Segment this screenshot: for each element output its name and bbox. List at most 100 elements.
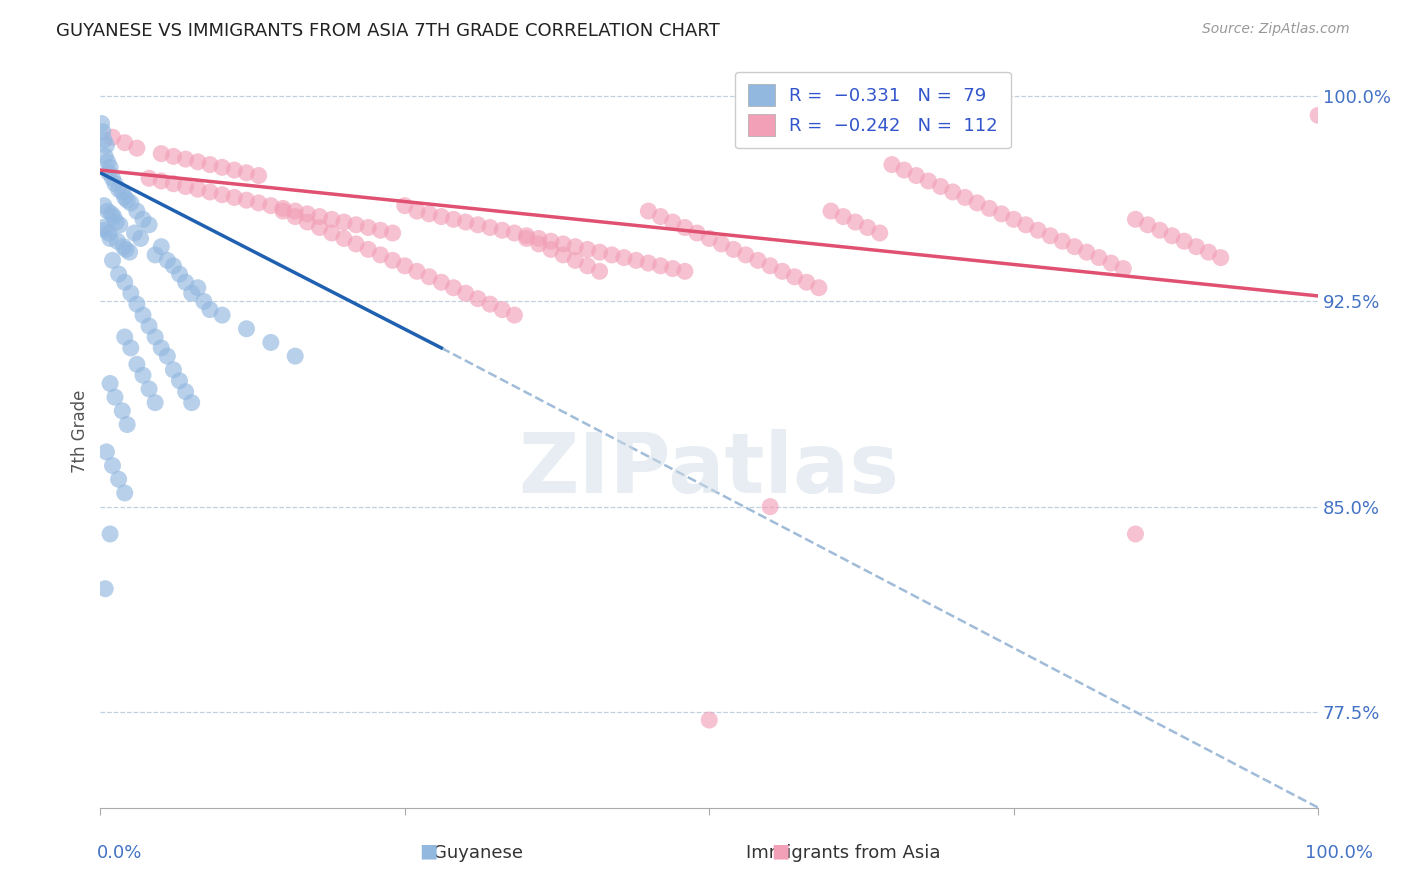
Point bbox=[150, 341, 173, 355]
Point bbox=[138, 218, 160, 232]
Point bbox=[125, 204, 148, 219]
Point bbox=[284, 210, 307, 224]
Point bbox=[91, 125, 114, 139]
Point bbox=[553, 248, 575, 262]
Text: Source: ZipAtlas.com: Source: ZipAtlas.com bbox=[1202, 22, 1350, 37]
Point bbox=[211, 187, 233, 202]
Point bbox=[97, 204, 120, 219]
Point bbox=[1052, 234, 1074, 248]
Point bbox=[97, 154, 120, 169]
Point bbox=[637, 256, 659, 270]
Point bbox=[143, 395, 166, 409]
Point bbox=[118, 245, 141, 260]
Point bbox=[966, 195, 988, 210]
Point bbox=[98, 161, 121, 175]
Point bbox=[637, 204, 659, 219]
Point bbox=[235, 166, 257, 180]
Point bbox=[467, 218, 489, 232]
Point bbox=[516, 231, 538, 245]
Point bbox=[443, 281, 465, 295]
Point bbox=[406, 264, 429, 278]
Point bbox=[211, 308, 233, 322]
Point bbox=[187, 182, 209, 196]
Point bbox=[308, 220, 330, 235]
Point bbox=[759, 259, 782, 273]
Point bbox=[394, 259, 416, 273]
Point bbox=[104, 390, 127, 404]
Point bbox=[491, 302, 513, 317]
Point bbox=[107, 267, 129, 281]
Point bbox=[869, 226, 891, 240]
Point bbox=[115, 243, 138, 257]
Point bbox=[1136, 218, 1159, 232]
Point bbox=[1125, 527, 1147, 541]
Point bbox=[156, 253, 179, 268]
Point bbox=[125, 357, 148, 371]
Point bbox=[1088, 251, 1111, 265]
Point bbox=[1015, 218, 1038, 232]
Point bbox=[143, 330, 166, 344]
Point bbox=[107, 182, 129, 196]
Point bbox=[600, 248, 623, 262]
Point bbox=[112, 240, 135, 254]
Point bbox=[710, 236, 733, 251]
Point bbox=[115, 417, 138, 432]
Point bbox=[321, 226, 343, 240]
Point bbox=[990, 207, 1012, 221]
Point bbox=[162, 149, 184, 163]
Point bbox=[247, 195, 270, 210]
Point bbox=[132, 308, 155, 322]
Point bbox=[624, 253, 647, 268]
Point bbox=[97, 226, 120, 240]
Point bbox=[132, 368, 155, 383]
Point bbox=[357, 243, 380, 257]
Point bbox=[1185, 240, 1208, 254]
Point bbox=[588, 245, 610, 260]
Point bbox=[114, 190, 136, 204]
Point bbox=[169, 374, 191, 388]
Point bbox=[357, 220, 380, 235]
Point bbox=[1149, 223, 1171, 237]
Point bbox=[1125, 212, 1147, 227]
Point bbox=[224, 190, 246, 204]
Point bbox=[101, 458, 124, 473]
Point bbox=[564, 240, 586, 254]
Point bbox=[247, 169, 270, 183]
Point bbox=[540, 234, 562, 248]
Point bbox=[284, 204, 307, 219]
Point bbox=[832, 210, 855, 224]
Point bbox=[697, 231, 720, 245]
Point bbox=[443, 212, 465, 227]
Point bbox=[770, 264, 793, 278]
Point bbox=[333, 231, 356, 245]
Point bbox=[235, 193, 257, 207]
Point bbox=[187, 154, 209, 169]
Point bbox=[98, 231, 121, 245]
Point bbox=[381, 253, 404, 268]
Point bbox=[98, 527, 121, 541]
Point bbox=[101, 171, 124, 186]
Point bbox=[880, 158, 903, 172]
Point bbox=[588, 264, 610, 278]
Point bbox=[1026, 223, 1049, 237]
Point bbox=[479, 220, 502, 235]
Point bbox=[96, 138, 118, 153]
Point bbox=[979, 202, 1001, 216]
Point bbox=[723, 243, 745, 257]
Point bbox=[284, 349, 307, 363]
Point bbox=[576, 243, 599, 257]
Point bbox=[1076, 245, 1098, 260]
Point bbox=[93, 133, 115, 147]
Point bbox=[576, 259, 599, 273]
Text: ■: ■ bbox=[419, 841, 439, 860]
Point bbox=[180, 395, 202, 409]
Point bbox=[198, 302, 221, 317]
Point bbox=[98, 376, 121, 391]
Point bbox=[97, 166, 120, 180]
Point bbox=[138, 171, 160, 186]
Point bbox=[297, 215, 319, 229]
Point bbox=[138, 319, 160, 334]
Point bbox=[759, 500, 782, 514]
Point bbox=[114, 486, 136, 500]
Point bbox=[107, 472, 129, 486]
